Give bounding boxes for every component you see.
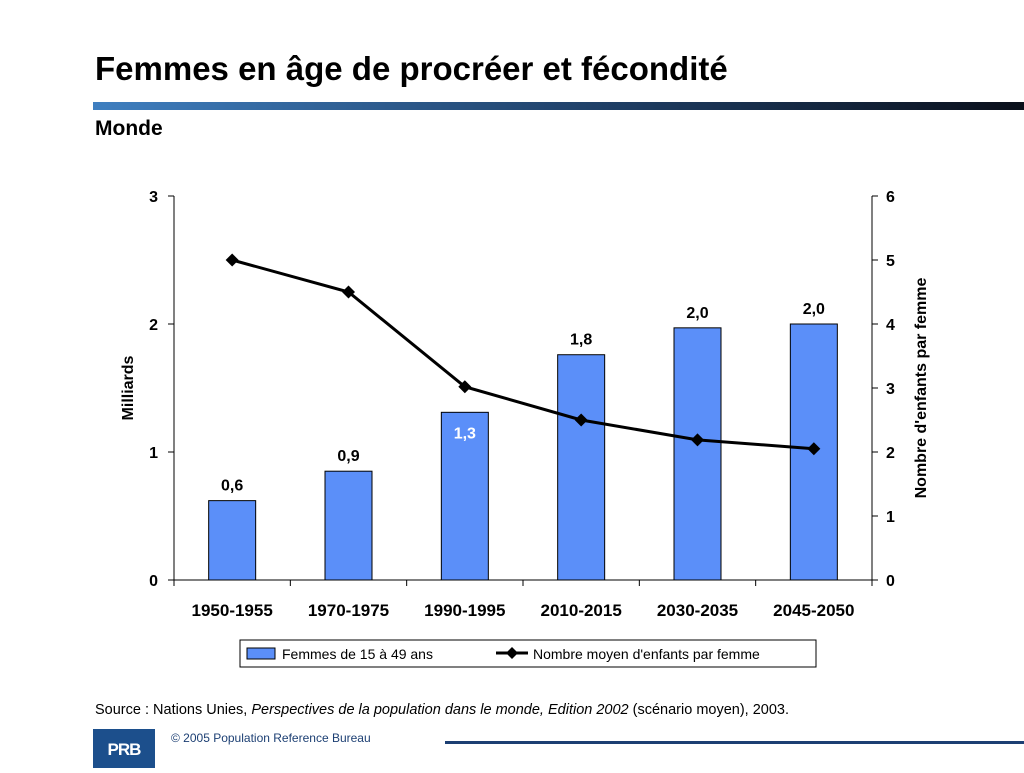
copyright: © 2005 Population Reference Bureau	[171, 731, 371, 745]
y-tick-label-left: 1	[149, 445, 158, 462]
x-tick-label: 1950-1955	[192, 601, 273, 620]
prb-logo: PRB	[93, 729, 155, 768]
bar	[440, 411, 489, 581]
chart: 0 1 2 3 0 1 2 3 4 5 6 0,6 0,9 1,3 1,8 2,0 2,0 1950-1955 19…	[120, 189, 930, 668]
bar	[324, 470, 373, 581]
y-tick-label-left: 2	[149, 317, 158, 334]
bar	[208, 500, 257, 581]
bar	[673, 327, 722, 581]
bar	[789, 323, 838, 581]
bar-data-label: 2,0	[803, 301, 825, 318]
x-tick-label: 1990-1995	[424, 601, 505, 620]
y-tick-label-right: 6	[886, 189, 895, 206]
y-tick-label-left: 3	[149, 189, 158, 206]
legend-swatch-bars	[246, 647, 276, 660]
legend-label-bars: Femmes de 15 à 49 ans	[282, 646, 433, 662]
line-marker	[458, 380, 472, 394]
bar-data-label: 0,6	[221, 478, 243, 495]
y-tick-label-right: 0	[886, 573, 895, 590]
slide-title: Femmes en âge de procréer et fécondité	[95, 50, 728, 87]
y-axis-title-right: Nombre d'enfants par femme	[913, 278, 930, 499]
legend-swatch-marker	[506, 647, 518, 659]
x-tick-label: 2010-2015	[541, 601, 622, 620]
bar-data-label: 0,9	[337, 448, 359, 465]
title-underline	[93, 102, 1024, 110]
slide-subtitle: Monde	[95, 117, 163, 140]
legend-label-line: Nombre moyen d'enfants par femme	[533, 646, 760, 662]
line-marker	[225, 253, 239, 267]
footer-rule	[445, 741, 1024, 744]
x-tick-label: 2045-2050	[773, 601, 854, 620]
y-axis-title-left: Milliards	[120, 355, 137, 420]
source-note: Source : Nations Unies, Perspectives de …	[95, 702, 789, 718]
x-tick-label: 2030-2035	[657, 601, 738, 620]
bar	[557, 354, 606, 581]
y-tick-label-left: 0	[149, 573, 158, 590]
y-tick-label-right: 5	[886, 253, 895, 270]
source-prefix: Source : Nations Unies,	[95, 702, 252, 718]
x-tick-label: 1970-1975	[308, 601, 389, 620]
line-marker	[574, 413, 588, 427]
y-tick-label-right: 1	[886, 509, 895, 526]
y-tick-label-right: 4	[886, 317, 895, 334]
bar-data-label: 1,8	[570, 332, 592, 349]
source-title: Perspectives de la population dans le mo…	[251, 702, 629, 718]
bar-data-label: 1,3	[454, 425, 476, 442]
source-suffix: (scénario moyen), 2003.	[628, 702, 790, 718]
y-tick-label-right: 2	[886, 445, 895, 462]
y-tick-label-right: 3	[886, 381, 895, 398]
line-marker	[807, 442, 821, 456]
line-marker	[342, 285, 355, 299]
logo-text: PRB	[108, 740, 142, 759]
bar-data-label: 2,0	[686, 305, 708, 322]
line-marker	[691, 433, 704, 447]
fertility-line	[231, 258, 814, 451]
